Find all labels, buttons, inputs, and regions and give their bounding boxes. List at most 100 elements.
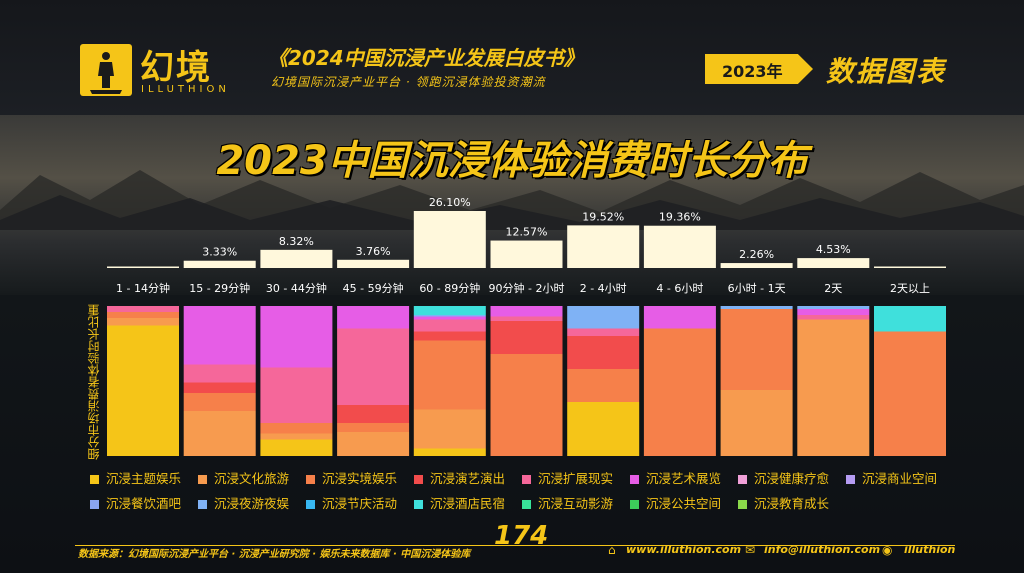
- category-label-0: 1 - 14分钟: [116, 281, 170, 295]
- legend-item-13: 沉浸公共空间: [630, 493, 721, 512]
- top-bar-8: [720, 263, 793, 268]
- stack-segment-7-2: [643, 328, 716, 456]
- wechat-icon: ◉: [882, 543, 893, 557]
- legend-label-13: 沉浸公共空间: [646, 496, 722, 511]
- stack-segment-0-2: [107, 312, 179, 318]
- legend-swatch-10: [306, 500, 315, 509]
- legend-swatch-2: [306, 475, 315, 484]
- brand-name-cn: 幻境: [140, 48, 212, 88]
- stack-segment-4-0: [413, 448, 486, 456]
- legend-label-7: 沉浸商业空间: [862, 471, 938, 486]
- stack-segment-2-1: [260, 433, 333, 440]
- stack-segment-5-2: [490, 354, 563, 456]
- stack-segment-3-4: [337, 328, 410, 405]
- legend-label-9: 沉浸夜游夜娱: [214, 496, 290, 511]
- stack-segment-6-4: [567, 328, 640, 336]
- header-background: [0, 0, 1024, 115]
- top-bar-2: [260, 249, 333, 268]
- top-bar-7: [643, 225, 716, 268]
- year-tag-text: 2023年: [722, 62, 783, 81]
- legend-item-14: 沉浸教育成长: [738, 493, 829, 512]
- stack-segment-2-2: [260, 423, 333, 434]
- stack-segment-2-0: [260, 439, 333, 456]
- stack-segment-4-5: [413, 316, 486, 320]
- section-title: 数据图表: [826, 55, 947, 88]
- stack-segment-6-9: [567, 306, 640, 329]
- report-subtitle: 幻境国际沉浸产业平台 · 领跑沉浸体验投资潮流: [271, 75, 546, 89]
- stack-segment-4-11: [413, 306, 486, 315]
- legend-swatch-12: [522, 500, 531, 509]
- top-bar-label-9: 4.53%: [816, 243, 851, 256]
- stack-segment-1-3: [183, 382, 256, 393]
- legend-label-10: 沉浸节庆活动: [322, 496, 398, 511]
- legend-item-3: 沉浸演艺演出: [414, 468, 505, 487]
- website-link[interactable]: www.illuthion.com: [626, 543, 742, 556]
- stack-segment-3-3: [337, 405, 410, 423]
- stack-segment-9-1: [797, 319, 870, 456]
- legend-label-4: 沉浸扩展现实: [538, 471, 614, 486]
- top-bar-label-2: 8.32%: [279, 235, 314, 248]
- home-icon: ⌂: [608, 543, 616, 557]
- rooftops-decoration: [0, 170, 1024, 230]
- stack-segment-0-4: [107, 306, 179, 312]
- stack-segment-0-1: [107, 318, 179, 326]
- legend-item-5: 沉浸艺术展览: [630, 468, 721, 487]
- legend-label-11: 沉浸酒店民宿: [430, 496, 506, 511]
- stack-segment-8-2: [720, 309, 793, 390]
- stack-segment-4-4: [413, 319, 486, 332]
- stack-segment-6-3: [567, 336, 640, 369]
- stack-segment-3-5: [337, 306, 410, 329]
- legend-item-7: 沉浸商业空间: [846, 468, 937, 487]
- data-source: 数据来源：幻境国际沉浸产业平台 · 沉浸产业研究院 · 娱乐未来数据库 · 中国…: [78, 549, 471, 560]
- top-bar-label-7: 19.36%: [659, 211, 701, 224]
- top-bar-label-4: 26.10%: [429, 196, 471, 209]
- stack-segment-10-11: [874, 306, 946, 332]
- top-bar-3: [337, 259, 410, 268]
- top-bar-9: [797, 258, 870, 268]
- legend-label-0: 沉浸主题娱乐: [106, 471, 182, 486]
- legend-label-14: 沉浸教育成长: [754, 496, 830, 511]
- stack-segment-5-5: [490, 306, 563, 317]
- stack-segment-5-4: [490, 316, 563, 321]
- top-bar-5: [490, 240, 563, 268]
- legend-label-8: 沉浸餐饮酒吧: [106, 496, 182, 511]
- legend-swatch-7: [846, 475, 855, 484]
- top-bar-label-1: 3.33%: [202, 246, 237, 259]
- stack-segment-4-3: [413, 331, 486, 341]
- category-label-10: 2天以上: [890, 282, 930, 295]
- mail-icon: ✉: [745, 543, 756, 557]
- legend-swatch-1: [198, 475, 207, 484]
- chart-title: 2023中国沉浸体验消费时长分布: [216, 138, 808, 184]
- stack-segment-4-9: [413, 315, 486, 317]
- legend-swatch-0: [90, 475, 99, 484]
- stack-segment-1-4: [183, 364, 256, 383]
- stack-segment-7-5: [643, 306, 716, 329]
- legend-label-2: 沉浸实境娱乐: [322, 471, 398, 486]
- top-bar-1: [183, 260, 256, 268]
- category-label-2: 30 - 44分钟: [266, 281, 327, 295]
- legend-item-4: 沉浸扩展现实: [522, 468, 613, 487]
- stack-segment-3-1: [337, 432, 410, 456]
- email-link[interactable]: info@illuthion.com: [764, 543, 881, 556]
- stack-segment-8-1: [720, 390, 793, 456]
- top-bar-6: [567, 225, 640, 268]
- legend-item-11: 沉浸酒店民宿: [414, 493, 505, 512]
- legend-swatch-5: [630, 475, 639, 484]
- stack-segment-2-4: [260, 367, 333, 423]
- legend-item-10: 沉浸节庆活动: [306, 493, 397, 512]
- legend-item-12: 沉浸互动影游: [522, 493, 613, 512]
- legend-swatch-11: [414, 500, 423, 509]
- legend-label-6: 沉浸健康疗愈: [754, 471, 830, 486]
- stack-segment-10-2: [874, 331, 946, 456]
- year-tag: [705, 54, 813, 84]
- stack-segment-6-2: [567, 369, 640, 402]
- top-bar-label-8: 2.26%: [739, 248, 774, 261]
- top-bar-label-3: 3.76%: [356, 245, 391, 258]
- top-bar-0: [107, 266, 179, 268]
- category-label-3: 45 - 59分钟: [343, 281, 404, 295]
- legend-item-1: 沉浸文化旅游: [198, 468, 289, 487]
- y-axis-label: 细分市场消费者体验时长比重: [87, 304, 101, 460]
- top-bar-label-5: 12.57%: [506, 226, 548, 239]
- legend-swatch-9: [198, 500, 207, 509]
